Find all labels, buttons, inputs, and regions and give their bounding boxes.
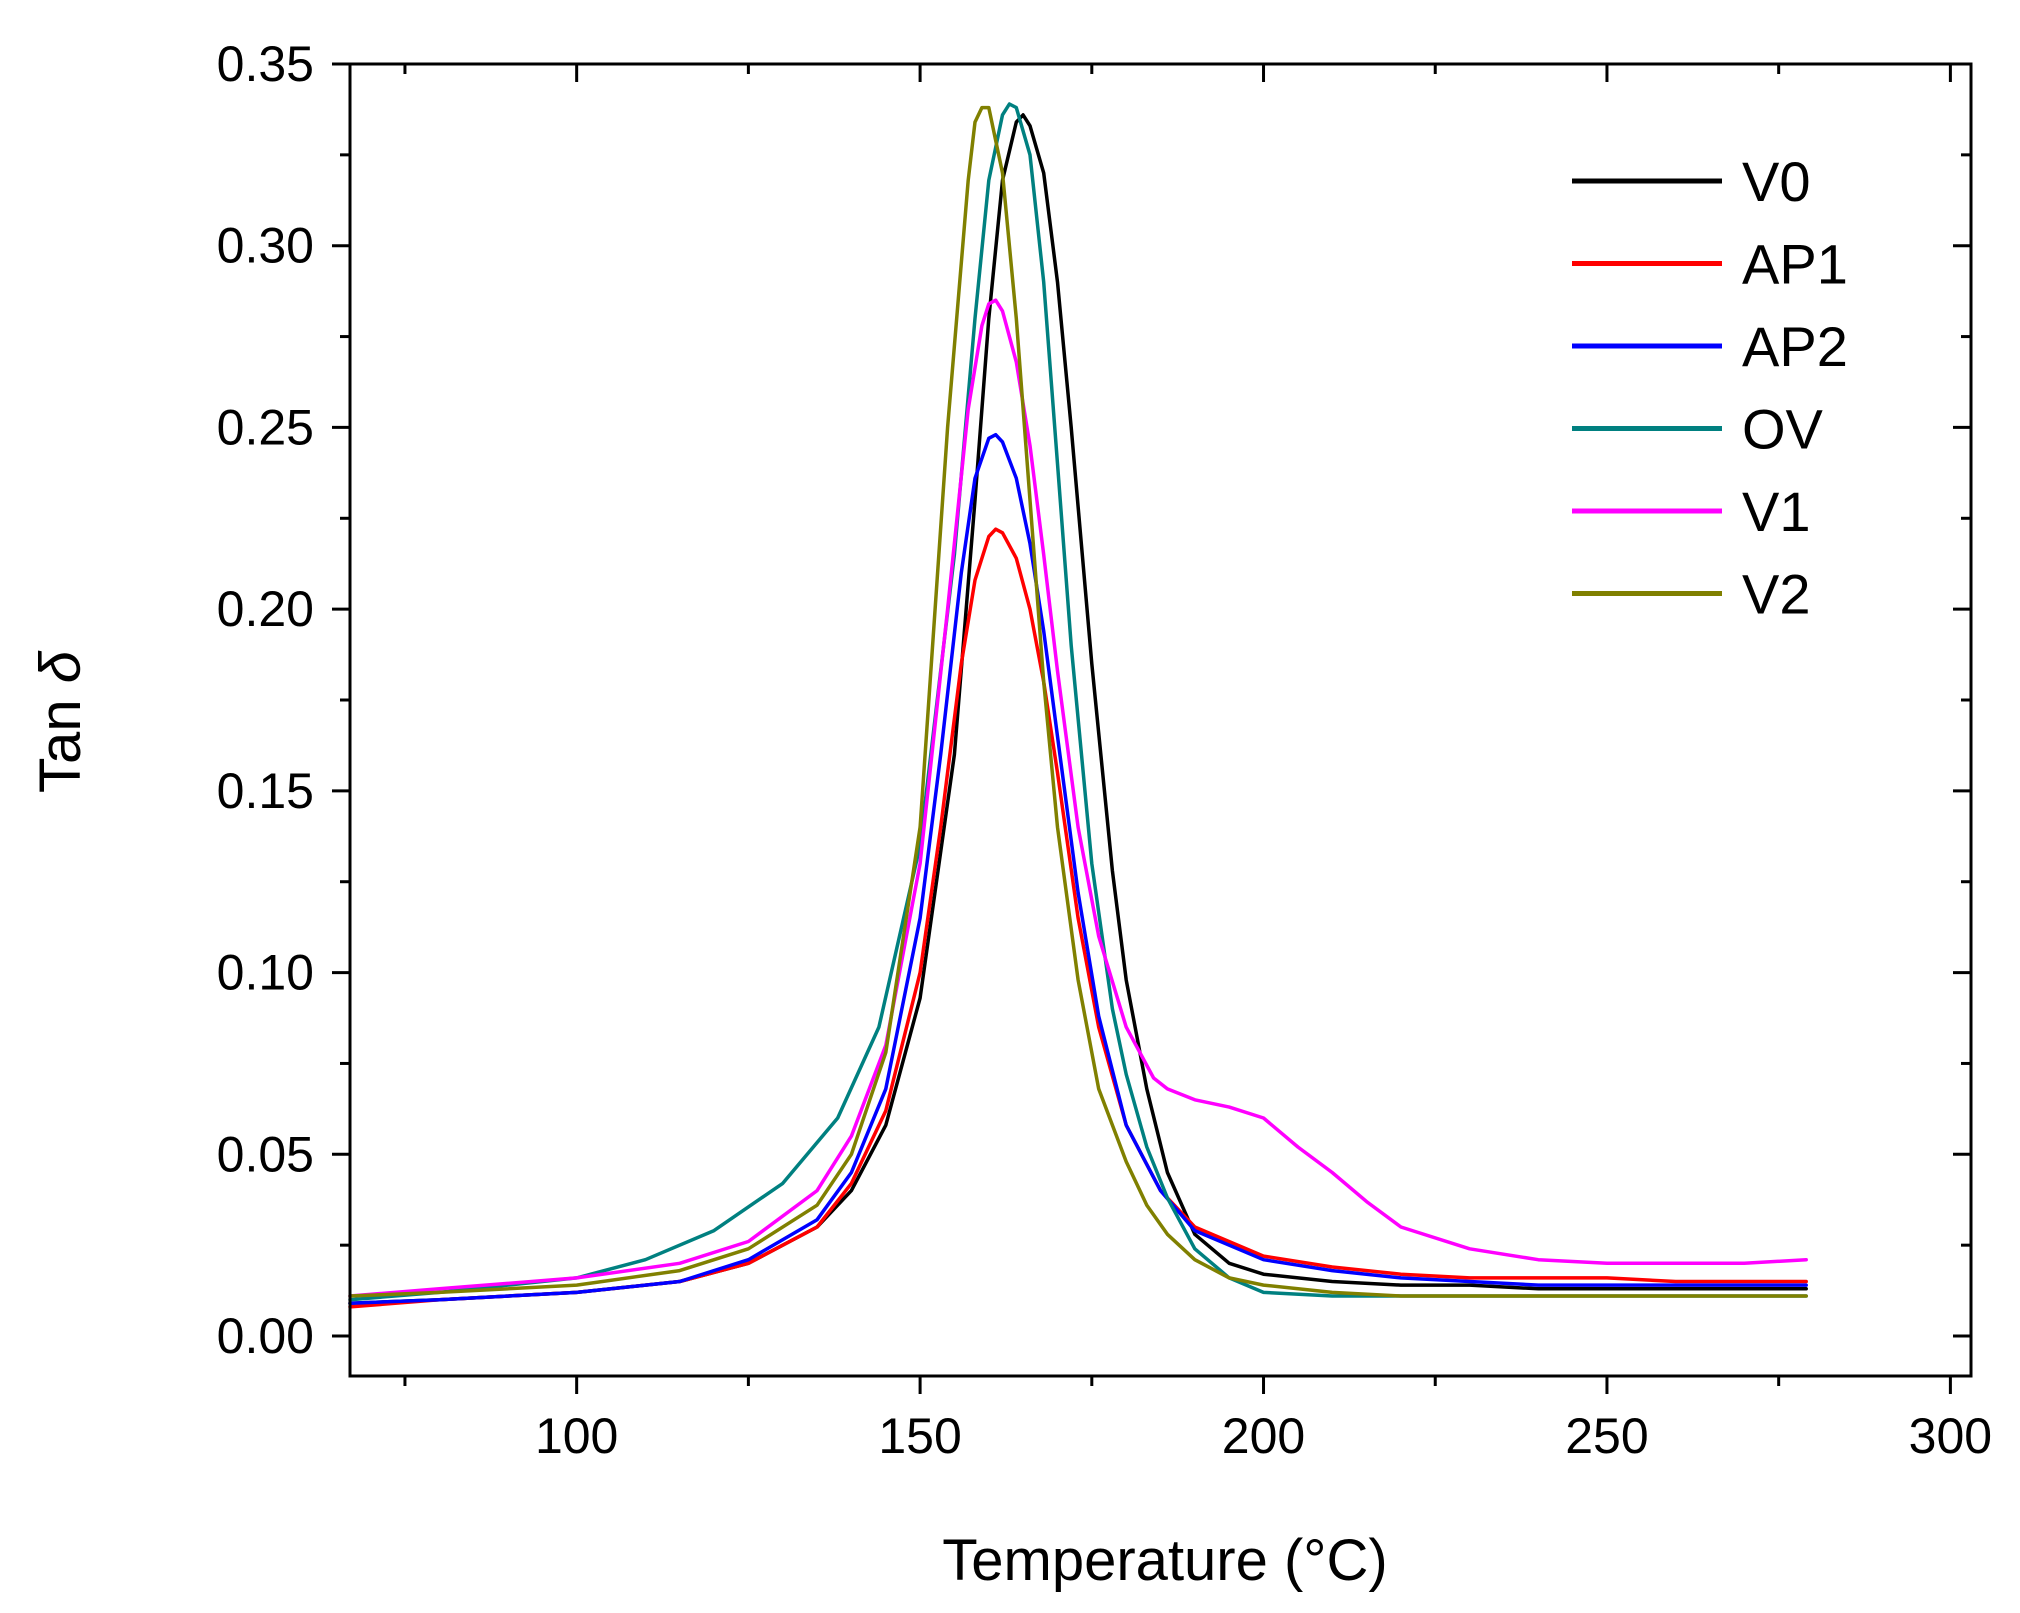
legend-label-ap1: AP1 [1742,233,1848,296]
series-line-ap1 [348,527,1808,1309]
x-tick-label: 250 [1565,1408,1648,1464]
series-line-v2 [348,105,1808,1298]
legend-label-v1: V1 [1742,480,1811,543]
y-tick-label: 0.10 [217,945,314,1001]
y-axis-title: Tan δ [28,650,93,793]
x-axis-title: Temperature (°C) [942,1528,1387,1593]
y-axis-ticks: 0.00 0.05 0.10 0.15 0.20 0.25 0.30 0.35 [217,36,1971,1364]
y-axis-title-main: Tan [28,683,93,793]
y-tick-label: 0.25 [217,399,314,455]
series-line-v0 [348,113,1808,1306]
legend-label-ap2: AP2 [1742,315,1848,378]
x-tick-label: 100 [535,1408,618,1464]
series-line-ap2 [348,432,1808,1306]
x-tick-label: 150 [878,1408,961,1464]
legend: V0 AP1 AP2 OV V1 V2 [1572,150,1848,626]
y-tick-label: 0.30 [217,218,314,274]
y-tick-label: 0.15 [217,763,314,819]
plot-lines [348,102,1808,1309]
y-tick-label: 0.05 [217,1126,314,1182]
series-line-v1 [348,298,1808,1298]
legend-label-v0: V0 [1742,150,1811,213]
y-tick-label: 0.35 [217,36,314,92]
x-tick-label: 200 [1222,1408,1305,1464]
legend-label-ov: OV [1742,398,1824,461]
y-axis-title-symbol: δ [28,650,93,683]
y-tick-label: 0.00 [217,1308,314,1364]
y-tick-label: 0.20 [217,581,314,637]
x-tick-label: 300 [1909,1408,1992,1464]
legend-label-v2: V2 [1742,563,1811,626]
plot-frame [348,62,1973,1378]
x-axis-ticks: 100 150 200 250 300 [403,64,1992,1464]
